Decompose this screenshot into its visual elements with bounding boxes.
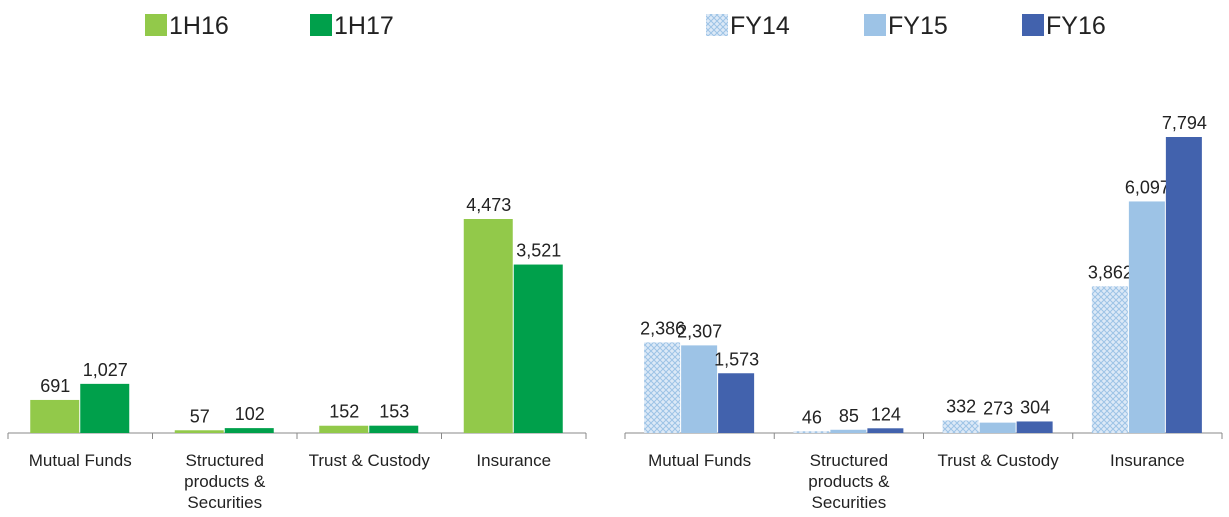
value-label: 152 [329, 402, 359, 422]
bar [30, 399, 80, 433]
legend-label: 1H17 [334, 12, 394, 40]
bar [1091, 286, 1128, 433]
bar [1165, 137, 1202, 433]
x-tick-label: Mutual Funds [28, 451, 132, 470]
value-label: 153 [379, 402, 409, 422]
legend-label: FY14 [730, 12, 790, 40]
legend-swatch [1022, 14, 1044, 36]
legend-label: FY16 [1046, 12, 1106, 40]
value-label: 3,521 [516, 241, 561, 261]
bar [867, 428, 904, 433]
value-label: 6,097 [1125, 177, 1170, 197]
bar [369, 425, 419, 433]
bar [1128, 201, 1165, 433]
bar [224, 428, 274, 433]
value-label: 2,386 [640, 318, 685, 338]
x-tick-label: Structured products & Securities [808, 451, 890, 512]
value-label: 85 [839, 406, 859, 426]
bar [513, 264, 563, 433]
legend-swatch [864, 14, 886, 36]
bar [319, 425, 369, 433]
legend-label: FY15 [888, 12, 948, 40]
value-label: 46 [802, 407, 822, 427]
bar [1016, 421, 1053, 433]
value-label: 273 [983, 399, 1013, 419]
value-label: 7,794 [1162, 113, 1207, 133]
bar [718, 373, 755, 433]
x-tick-label: Insurance [1110, 451, 1185, 470]
value-label: 124 [871, 404, 901, 424]
x-tick-label: Insurance [476, 451, 552, 470]
x-tick-label: Mutual Funds [648, 451, 752, 470]
legend-label: 1H16 [169, 12, 229, 40]
legend-swatch [145, 14, 167, 36]
value-label: 4,473 [466, 195, 511, 215]
bar [830, 429, 867, 433]
bar [644, 342, 681, 433]
bar [174, 430, 224, 433]
bar [80, 383, 130, 433]
value-label: 691 [40, 376, 70, 396]
value-label: 1,573 [714, 349, 759, 369]
value-label: 57 [190, 406, 210, 426]
legend-swatch [706, 14, 728, 36]
x-tick-label: Structured products & Securities [184, 451, 266, 512]
value-label: 1,027 [83, 360, 128, 380]
bar [979, 422, 1016, 433]
value-label: 2,307 [677, 321, 722, 341]
value-label: 3,862 [1088, 262, 1133, 282]
value-label: 332 [946, 396, 976, 416]
legend-swatch [310, 14, 332, 36]
x-tick-label: Trust & Custody [308, 451, 430, 470]
value-label: 304 [1020, 397, 1050, 417]
x-tick-label: Trust & Custody [937, 451, 1059, 470]
bar [681, 345, 718, 433]
bar [793, 431, 830, 433]
bar [463, 219, 513, 433]
value-label: 102 [235, 404, 265, 424]
bar [942, 420, 979, 433]
